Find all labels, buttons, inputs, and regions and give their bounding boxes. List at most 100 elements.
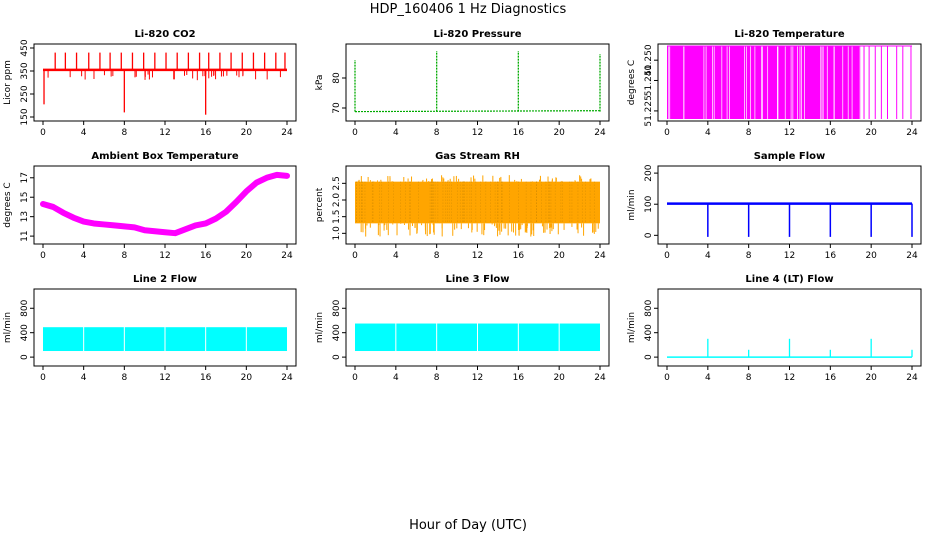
panel-title: Line 3 Flow [446,274,510,285]
y-tick-label: 800 [644,299,654,316]
series-5 [355,175,600,237]
y-tick-label: 51.250 [644,44,654,76]
x-tick-label: 4 [81,128,87,138]
x-tick-label: 24 [906,373,918,383]
filled-band [667,46,861,119]
y-tick-label: 51.240 [644,64,654,96]
y-tick-label: 1.0 [332,226,342,241]
x-tick-label: 20 [553,373,565,383]
x-tick-label: 12 [472,373,483,383]
x-tick-label: 16 [825,373,837,383]
x-tick-label: 0 [40,373,46,383]
y-tick-label: 400 [332,324,342,341]
x-tick-label: 0 [352,251,358,261]
series-1 [43,52,287,115]
x-tick-label: 0 [664,128,670,138]
x-tick-label: 8 [121,251,127,261]
x-tick-label: 24 [594,128,606,138]
x-tick-label: 24 [594,251,606,261]
panel-3: Li-820 Temperature 0 4 8 12 16 20 24 51.22551.24… [627,29,922,138]
x-tick-label: 4 [393,128,399,138]
x-tick-label: 16 [200,373,212,383]
x-tick-label: 4 [81,251,87,261]
panel-5: Gas Stream RH 0 4 8 12 16 20 24 1.0 1.5 2.0 2.5 perc… [315,151,610,261]
x-tick-label: 8 [434,251,440,261]
series-2 [354,51,601,113]
panel-8: Line 3 Flow 0 4 8 12 16 20 24 0 400 800 ml/min [315,274,610,383]
panel-title: Gas Stream RH [435,151,520,162]
y-tick-label: 250 [20,85,30,102]
x-tick-label: 4 [393,251,399,261]
series-6 [667,202,913,237]
y-axis-label: Licor ppm [3,60,13,105]
x-tick-label: 20 [553,251,565,261]
y-tick-label: 80 [332,72,342,84]
x-tick-label: 16 [200,128,212,138]
x-tick-label: 4 [393,373,399,383]
y-tick-label: 350 [20,62,30,79]
x-tick-label: 0 [664,251,670,261]
panel-title: Sample Flow [754,151,826,162]
x-axis-label: Hour of Day (UTC) [409,518,527,533]
x-tick-label: 16 [200,251,212,261]
x-tick-label: 8 [746,251,752,261]
panel-title: Line 4 (LT) Flow [745,274,833,285]
y-axis-label: ml/min [3,312,13,343]
y-tick-label: 0 [644,232,654,238]
panel-4: Ambient Box Temperature 0 4 8 12 16 20 24 11 13 15… [3,151,297,261]
x-tick-label: 8 [121,128,127,138]
y-tick-label: 200 [644,164,654,181]
panel-title: Ambient Box Temperature [91,151,238,162]
y-tick-label: 51.225 [644,95,654,127]
y-tick-label: 70 [332,102,342,114]
panel-title: Li-820 CO2 [134,29,195,40]
x-tick-label: 8 [121,373,127,383]
x-tick-label: 24 [906,128,918,138]
x-tick-label: 8 [746,128,752,138]
series-line [40,171,290,237]
x-tick-label: 24 [281,373,293,383]
x-tick-label: 8 [746,373,752,383]
x-tick-label: 8 [434,128,440,138]
y-tick-label: 0 [20,354,30,360]
x-tick-label: 24 [281,251,293,261]
y-axis-label: kPa [315,75,325,91]
x-tick-label: 12 [159,251,170,261]
x-tick-label: 12 [784,373,795,383]
panel-9: Line 4 (LT) Flow 0 4 8 12 16 20 24 0 400 800 ml/min [627,274,922,383]
x-tick-label: 16 [825,128,837,138]
series-7 [43,326,287,352]
x-tick-label: 12 [159,373,170,383]
x-tick-label: 12 [472,251,483,261]
y-axis-label: degrees C [627,60,637,105]
panel-1: Li-820 CO2 0 4 8 12 16 20 24 150 250 350 450 Licor p… [3,29,297,138]
y-tick-label: 450 [20,39,30,56]
y-tick-label: 800 [332,299,342,316]
y-tick-label: 0 [644,354,654,360]
x-tick-label: 20 [241,128,253,138]
x-tick-label: 20 [553,128,565,138]
y-tick-label: 800 [20,299,30,316]
y-tick-label: 13 [20,211,30,222]
x-tick-label: 12 [472,128,483,138]
panel-title: Li-820 Pressure [433,29,521,40]
y-axis-label: ml/min [315,312,325,343]
series-3 [667,45,912,119]
x-tick-label: 12 [784,128,795,138]
x-tick-label: 4 [705,251,711,261]
x-tick-label: 8 [434,373,440,383]
x-tick-label: 20 [865,251,877,261]
y-tick-label: 2.0 [332,193,342,208]
series-9 [667,338,913,358]
series-baseline [354,110,601,113]
x-tick-label: 4 [81,373,87,383]
y-axis-label: ml/min [627,189,637,220]
y-tick-label: 1.5 [332,210,342,224]
panel-title: Line 2 Flow [133,274,197,285]
x-tick-label: 20 [865,128,877,138]
x-tick-label: 20 [241,251,253,261]
x-tick-label: 0 [664,373,670,383]
x-tick-label: 24 [281,128,293,138]
panel-7: Line 2 Flow 0 4 8 12 16 20 24 0 400 800 ml/min [3,274,297,383]
y-tick-label: 400 [20,324,30,341]
